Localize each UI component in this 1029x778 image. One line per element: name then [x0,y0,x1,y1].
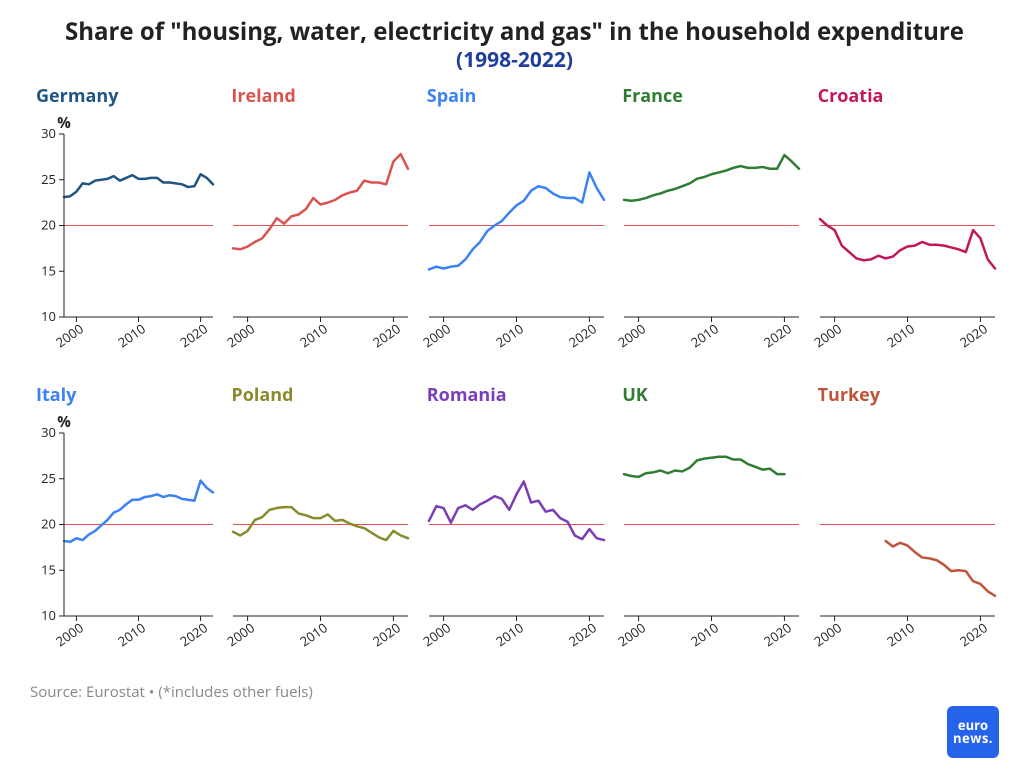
y-tick-label: 10 [41,307,56,325]
panel-svg: 2000 2010 2020 [225,112,412,365]
panel-title: France [622,84,803,108]
series-line [624,155,799,201]
plot-area: 2000 2010 2020 [812,112,999,365]
y-tick-label: 25 [41,469,56,487]
x-tick-label: 2000 [225,320,258,352]
series-line [820,219,995,268]
plot-area: 2000 2010 2020 [225,112,412,365]
x-tick-label: 2010 [687,619,722,651]
panel-title: Germany [36,84,217,108]
panel-title: Turkey [818,383,999,407]
panel-svg: 2000 2010 2020 [812,112,999,365]
plot-area: 2000 2010 2020 10 15 20 25 30% [30,411,217,664]
series-line [233,507,408,540]
panel-svg: 2000 2010 2020 [421,411,608,664]
panel-italy: Italy 2000 2010 2020 10 15 20 25 30% [30,383,217,664]
x-tick-label: 2020 [176,619,211,651]
panel-france: France 2000 2010 2020 [616,84,803,365]
panel-uk: UK 2000 2010 2020 [616,383,803,664]
x-tick-label: 2010 [114,320,149,352]
series-line [429,173,604,270]
x-tick-label: 2020 [176,320,211,352]
y-tick-label: 25 [41,170,56,188]
chart-title-line2: (1998-2022) [30,47,999,74]
y-tick-label: 20 [41,515,56,533]
panel-svg: 2000 2010 2020 [421,112,608,365]
x-tick-label: 2020 [760,320,795,352]
x-tick-label: 2010 [114,619,149,651]
panel-svg: 2000 2010 2020 [616,411,803,664]
chart-title-line1: Share of "housing, water, electricity an… [30,18,999,47]
x-tick-label: 2010 [297,320,332,352]
series-line [885,541,994,596]
panel-svg: 2000 2010 2020 10 15 20 25 30% [30,411,217,664]
x-tick-label: 2000 [225,619,258,651]
x-tick-label: 2010 [883,320,918,352]
y-tick-label: 15 [41,560,56,578]
panel-title: Ireland [231,84,412,108]
y-axis-title: % [57,412,71,432]
x-tick-label: 2020 [369,619,404,651]
y-tick-label: 20 [41,216,56,234]
y-tick-label: 30 [41,423,56,441]
y-tick-label: 10 [41,606,56,624]
x-tick-label: 2000 [616,619,649,651]
x-tick-label: 2020 [565,619,600,651]
x-tick-label: 2000 [52,619,87,651]
panel-title: Spain [427,84,608,108]
panel-svg: 2000 2010 2020 [225,411,412,664]
source-footnote: Source: Eurostat • (*includes other fuel… [30,682,999,702]
x-tick-label: 2000 [812,320,845,352]
panel-svg: 2000 2010 2020 [812,411,999,664]
panel-poland: Poland 2000 2010 2020 [225,383,412,664]
y-tick-label: 30 [41,124,56,142]
panel-turkey: Turkey 2000 2010 2020 [812,383,999,664]
plot-area: 2000 2010 2020 [225,411,412,664]
x-tick-label: 2020 [956,619,991,651]
panel-ireland: Ireland 2000 2010 2020 [225,84,412,365]
panel-title: UK [622,383,803,407]
euronews-logo: euro news. [947,706,999,758]
x-tick-label: 2000 [616,320,649,352]
plot-area: 2000 2010 2020 [616,411,803,664]
x-tick-label: 2000 [421,320,454,352]
plot-area: 2000 2010 2020 [812,411,999,664]
panel-title: Romania [427,383,608,407]
y-tick-label: 15 [41,261,56,279]
x-tick-label: 2020 [369,320,404,352]
panel-svg: 2000 2010 2020 [616,112,803,365]
logo-text-2: news. [953,732,993,745]
x-tick-label: 2000 [812,619,845,651]
panel-germany: Germany 2000 2010 2020 10 15 20 25 30% [30,84,217,365]
x-tick-label: 2010 [492,320,527,352]
x-tick-label: 2010 [687,320,722,352]
x-tick-label: 2020 [760,619,795,651]
plot-area: 2000 2010 2020 [421,411,608,664]
plot-area: 2000 2010 2020 10 15 20 25 30% [30,112,217,365]
panel-title: Poland [231,383,412,407]
series-line [624,457,784,477]
x-tick-label: 2020 [956,320,991,352]
x-tick-label: 2010 [492,619,527,651]
plot-area: 2000 2010 2020 [421,112,608,365]
panel-spain: Spain 2000 2010 2020 [421,84,608,365]
series-line [64,481,213,542]
x-tick-label: 2000 [52,320,87,352]
small-multiples-grid: Germany2000201020201015202530%Ireland200… [30,84,999,664]
panel-romania: Romania 2000 2010 2020 [421,383,608,664]
series-line [429,482,604,541]
y-axis-title: % [57,113,71,133]
plot-area: 2000 2010 2020 [616,112,803,365]
x-tick-label: 2010 [297,619,332,651]
panel-title: Croatia [818,84,999,108]
x-tick-label: 2010 [883,619,918,651]
series-line [64,174,213,197]
series-line [233,154,408,249]
x-tick-label: 2020 [565,320,600,352]
panel-svg: 2000 2010 2020 10 15 20 25 30% [30,112,217,365]
panel-title: Italy [36,383,217,407]
x-tick-label: 2000 [421,619,454,651]
panel-croatia: Croatia 2000 2010 2020 [812,84,999,365]
